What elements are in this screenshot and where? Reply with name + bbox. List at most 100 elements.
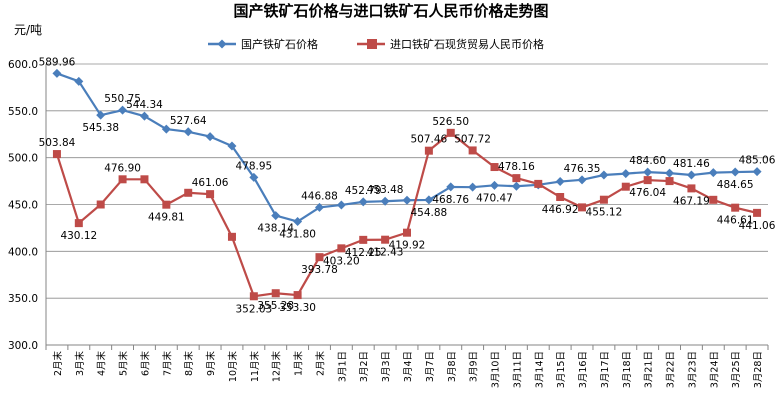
data-point-diamond — [336, 200, 346, 210]
data-label: 589.96 — [39, 56, 76, 68]
y-axis-unit-label: 元/吨 — [14, 23, 42, 37]
data-point-diamond — [52, 68, 62, 78]
data-label: 355.28 — [257, 300, 294, 312]
data-label: 507.46 — [411, 134, 448, 146]
data-point-square — [96, 200, 105, 209]
legend-marker-square-icon — [367, 39, 377, 49]
x-tick-label: 3月2日 — [359, 351, 370, 382]
data-point-diamond — [139, 111, 149, 121]
data-point-diamond — [665, 168, 675, 178]
data-point-square — [753, 208, 762, 217]
data-point-square — [381, 235, 390, 244]
data-label: 526.50 — [432, 116, 469, 128]
chart-title: 国产铁矿石价格与进口铁矿石人民币价格走势图 — [233, 2, 548, 20]
data-point-diamond — [74, 76, 84, 86]
y-tick-label: 500.0 — [8, 153, 38, 165]
x-tick-label: 3月11日 — [512, 351, 523, 388]
legend-label-domestic: 国产铁矿石价格 — [241, 37, 318, 51]
data-point-square — [140, 175, 149, 184]
data-point-diamond — [293, 217, 303, 227]
data-label: 476.04 — [629, 187, 666, 199]
data-label: 431.80 — [279, 229, 316, 241]
data-point-square — [359, 235, 368, 244]
data-point-diamond — [511, 181, 521, 191]
data-label: 430.12 — [60, 230, 97, 242]
series-group — [52, 68, 762, 301]
data-point-square — [490, 163, 499, 172]
data-label: 412.25 — [345, 247, 382, 259]
x-tick-label: 10月末 — [227, 351, 239, 383]
data-label: 550.75 — [104, 93, 141, 105]
x-axis: 2月末 3月末 4月末 5月末 6月末 7月末 8月末 9月末 10月末 11月末 12月末 1月末 2… — [45, 64, 769, 388]
x-tick-label: 3月18日 — [622, 351, 633, 388]
x-tick-label: 3月7日 — [425, 351, 436, 382]
data-label: 478.95 — [235, 160, 272, 172]
data-point-diamond — [686, 170, 696, 180]
data-label: 446.88 — [301, 190, 338, 202]
y-tick-label: 300.0 — [8, 340, 38, 352]
x-tick-label: 7月末 — [161, 351, 173, 377]
x-tick-label: 3月9日 — [469, 351, 480, 382]
x-tick-label: 3月3日 — [381, 351, 392, 382]
data-point-diamond — [205, 132, 215, 142]
data-point-square — [424, 146, 433, 155]
x-tick-label: 3月1日 — [337, 351, 348, 382]
x-tick-label: 3月14日 — [534, 351, 545, 388]
data-point-diamond — [402, 195, 412, 205]
x-tick-label: 3月10日 — [491, 351, 502, 388]
data-point-square — [184, 188, 193, 197]
x-tick-label: 3月17日 — [600, 351, 611, 388]
data-point-square — [556, 193, 565, 202]
data-point-diamond — [599, 170, 609, 180]
y-tick-label: 550.0 — [8, 106, 38, 118]
data-label: 455.12 — [586, 207, 623, 219]
data-point-diamond — [227, 141, 237, 151]
x-tick-label: 3月25日 — [731, 351, 742, 388]
data-point-square — [468, 146, 477, 155]
data-point-square — [315, 253, 324, 262]
data-label: 412.43 — [367, 247, 404, 259]
data-point-square — [293, 291, 302, 300]
y-tick-label: 600.0 — [8, 59, 38, 71]
x-tick-label: 8月末 — [183, 351, 195, 377]
data-point-square — [731, 203, 740, 212]
data-label: 452.79 — [345, 185, 382, 197]
data-point-diamond — [183, 127, 193, 137]
data-label: 544.34 — [126, 99, 163, 111]
data-point-diamond — [380, 196, 390, 206]
x-tick-label: 2月末 — [52, 351, 64, 377]
legend-marker-diamond-icon — [217, 39, 227, 49]
data-label: 467.19 — [673, 195, 710, 207]
data-label: 453.48 — [367, 184, 404, 196]
data-point-square — [512, 174, 521, 183]
x-tick-label: 4月末 — [96, 351, 108, 377]
data-point-diamond — [314, 202, 324, 212]
data-point-square — [118, 175, 127, 184]
x-tick-label: 3月15日 — [556, 351, 567, 388]
x-tick-label: 9月末 — [205, 351, 217, 377]
data-point-diamond — [752, 167, 762, 177]
data-label: 485.06 — [739, 155, 776, 167]
data-point-diamond — [96, 110, 106, 120]
data-point-diamond — [118, 105, 128, 115]
data-point-diamond — [490, 180, 500, 190]
x-tick-label: 3月22日 — [666, 351, 677, 388]
data-point-diamond — [358, 197, 368, 207]
data-point-square — [643, 176, 652, 185]
data-point-square — [206, 190, 215, 199]
data-label: 484.60 — [629, 155, 666, 167]
data-point-diamond — [446, 182, 456, 192]
data-point-square — [74, 219, 83, 228]
data-point-square — [578, 203, 587, 212]
x-tick-label: 11月末 — [249, 351, 261, 383]
data-point-diamond — [271, 211, 281, 221]
data-point-square — [52, 150, 61, 159]
data-label: 503.84 — [39, 137, 76, 149]
data-label: 438.14 — [257, 223, 294, 235]
data-point-square — [227, 232, 236, 241]
data-label: 352.03 — [235, 303, 272, 315]
y-axis-ticks: 300.0 350.0 400.0 450.0 500.0 550.0 600.0 — [8, 59, 38, 352]
x-tick-label: 5月末 — [118, 351, 130, 377]
